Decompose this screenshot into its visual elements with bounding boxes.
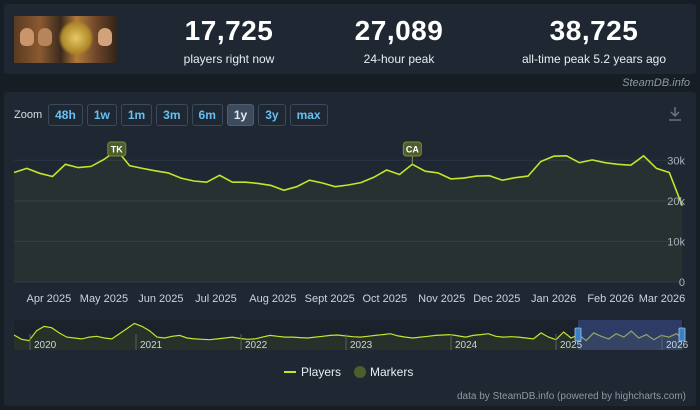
zoom-button-3y[interactable]: 3y (258, 104, 286, 126)
x-tick-label: Mar 2026 (639, 293, 685, 305)
zoom-button-1m[interactable]: 1m (120, 104, 153, 126)
navigator-handle (678, 327, 686, 342)
players-area (14, 150, 683, 282)
zoom-button-3m[interactable]: 3m (156, 104, 188, 126)
legend: Players Markers (284, 365, 413, 379)
x-tick-label: Sept 2025 (305, 293, 355, 305)
thumbnail-figure (98, 28, 112, 46)
navigator-line (13, 322, 685, 342)
navigator-year-label: 2026 (666, 340, 689, 351)
x-tick-label: Aug 2025 (249, 293, 296, 305)
game-logo-icon (58, 20, 94, 56)
navigator-year-label: 2024 (455, 340, 478, 351)
stat-value: 38,725 (549, 15, 639, 46)
navigator-year-label: 2023 (350, 340, 373, 351)
y-axis-labels: 0 10k 20k 30k (667, 155, 685, 289)
x-tick-label: Jul 2025 (195, 293, 237, 305)
marker-tk: TK (107, 141, 127, 157)
x-tick-label: Nov 2025 (418, 293, 465, 305)
players-line (13, 149, 683, 206)
x-tick-label: Jun 2025 (138, 293, 183, 305)
thumbnail-figure (38, 28, 52, 46)
legend-label: Players (301, 365, 341, 379)
y-tick-label: 0 (679, 277, 685, 289)
thumbnail-figure (20, 28, 34, 46)
zoom-button-1w[interactable]: 1w (86, 104, 117, 126)
legend-item-markers[interactable]: Markers (354, 365, 413, 379)
stat-current-players: 17,725 players right now (154, 4, 304, 67)
player-count-chart: TK CA 0 10k 20k 30k Apr 2025 May 2025 Jun 2025… (13, 141, 689, 379)
x-tick-label: Feb 2026 (587, 293, 633, 305)
zoom-button-max[interactable]: max (289, 104, 328, 126)
stat-label: 24-hour peak (363, 52, 435, 66)
chart-credit[interactable]: data by SteamDB.info (powered by highcha… (457, 391, 686, 402)
steamdb-credit[interactable]: SteamDB.info (622, 77, 690, 89)
stat-label: players right now (183, 52, 275, 66)
event-markers: TK CA (107, 141, 422, 165)
zoom-button-48h[interactable]: 48h (48, 104, 83, 126)
navigator-background (14, 320, 684, 350)
x-tick-label: May 2025 (80, 293, 128, 305)
zoom-controls: Zoom 48h 1w 1m 3m 6m 1y 3y max (14, 104, 332, 126)
legend-label: Markers (370, 365, 413, 379)
x-axis-labels: Apr 2025 May 2025 Jun 2025 Jul 2025 Aug 2025… (27, 293, 686, 305)
x-tick-label: Jan 2026 (531, 293, 576, 305)
navigator-year-label: 2025 (560, 340, 583, 351)
navigator: 2020 2021 2022 2023 2024 2025 2026 (13, 320, 689, 351)
navigator-selection (578, 320, 682, 350)
navigator-year-label: 2021 (140, 340, 163, 351)
chart-panel: Zoom 48h 1w 1m 3m 6m 1y 3y max TK CA 0 10k… (4, 92, 696, 406)
marker-label: CA (406, 145, 419, 155)
stat-label: all-time peak 5.2 years ago (521, 52, 667, 66)
y-tick-label: 30k (667, 155, 685, 167)
download-icon[interactable] (668, 106, 682, 122)
stat-all-time-peak: 38,725 all-time peak 5.2 years ago (504, 4, 684, 67)
stat-value: 17,725 (184, 15, 274, 46)
x-tick-label: Apr 2025 (27, 293, 72, 305)
y-tick-label: 10k (667, 236, 685, 248)
game-thumbnail[interactable] (14, 16, 118, 63)
zoom-button-1y[interactable]: 1y (226, 104, 255, 126)
zoom-label: Zoom (14, 109, 43, 121)
navigator-year-label: 2022 (245, 340, 268, 351)
legend-item-players[interactable]: Players (284, 365, 341, 379)
stats-card: 17,725 players right now 27,089 24-hour … (4, 4, 696, 74)
x-tick-label: Dec 2025 (473, 293, 520, 305)
marker-ca: CA (402, 141, 422, 165)
x-tick-label: Oct 2025 (362, 293, 407, 305)
navigator-handle (574, 327, 582, 342)
stat-24h-peak: 27,089 24-hour peak (324, 4, 474, 67)
y-tick-label: 20k (667, 196, 685, 208)
zoom-button-6m[interactable]: 6m (191, 104, 223, 126)
marker-label: TK (111, 145, 123, 155)
stat-value: 27,089 (354, 15, 444, 46)
navigator-year-label: 2020 (34, 340, 57, 351)
